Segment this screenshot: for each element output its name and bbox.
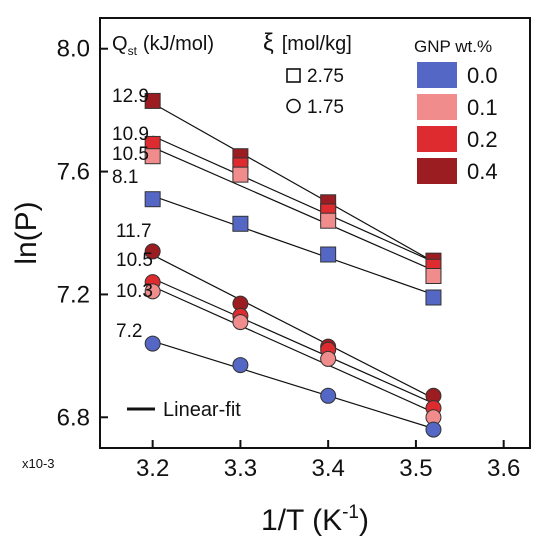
x-tick-label: 3.5 [399,455,432,482]
fit-line [152,285,434,413]
x-tick-label: 3.3 [224,455,257,482]
data-point-square [232,215,249,232]
fit-line [152,195,434,296]
data-point-circle [425,421,442,438]
data-point-square [320,212,337,229]
x-tick-label: 3.2 [136,455,169,482]
loading-legend-label-square: 2.75 [307,66,344,87]
gnp-legend: 0.0 0.1 0.2 0.4 [417,62,498,184]
data-point-square [144,191,161,208]
gnp-legend-swatch [417,158,457,184]
gnp-legend-label: 0.0 [467,63,498,88]
gnp-legend-label: 0.1 [467,95,498,120]
y-axis-title: ln(P) [10,201,43,264]
axis-ticks: 3.2 3.3 3.4 3.5 3.6 6.8 7.2 7.6 8.0 [57,36,521,482]
data-point-circle [144,335,161,352]
loading-legend-symbol: ξ [263,29,274,56]
x-axis-title-close: ) [359,504,369,537]
gnp-legend-label: 0.4 [467,159,498,184]
qst-header-unit: (kJ/mol) [143,33,214,55]
data-point-circle [144,243,161,260]
x-tick-label: 3.6 [487,455,520,482]
data-point-square [144,148,161,165]
qst-header-subscript: st [128,44,138,58]
y-tick-label: 7.6 [57,159,90,186]
loading-legend-label-circle: 1.75 [307,97,344,118]
data-point-square [320,246,337,263]
gnp-legend-title: GNP wt.% [414,37,492,56]
fit-line [152,135,434,263]
fit-lines [152,102,434,430]
qst-value-label: 10.3 [116,281,153,302]
loading-legend-square-marker [286,68,301,83]
qst-value-label: 7.2 [116,321,142,342]
gnp-legend-swatch [417,94,457,120]
qst-labels: 12.910.910.58.111.710.510.37.2 [112,86,153,342]
fit-line [152,102,434,263]
data-points [144,92,442,438]
loading-legend-title: ξ [mol/kg] [263,29,352,56]
x-axis-title: 1/T (K-1) [261,502,369,537]
qst-value-label: 10.5 [116,250,153,271]
qst-value-label: 10.5 [112,144,149,165]
fit-line [152,277,434,404]
y-tick-label: 7.2 [57,281,90,308]
data-point-circle [232,357,249,374]
fit-line [152,340,434,430]
data-point-circle [320,387,337,404]
gnp-legend-swatch [417,126,457,152]
x-axis-title-main: 1/T (K [261,504,342,537]
loading-legend-circle-marker [286,98,301,114]
gnp-legend-swatch [417,62,457,88]
data-point-circle [320,350,337,367]
data-point-square [425,268,442,284]
qst-header-symbol: Q [112,33,128,55]
x-tick-label: 3.4 [311,455,344,482]
data-point-circle [144,283,161,300]
loading-legend-unit: [mol/kg] [282,33,352,55]
linear-fit-legend-label: Linear-fit [163,399,241,421]
data-point-circle [232,314,249,331]
data-point-square [425,289,442,306]
x-axis-multiplier: x10-3 [22,456,55,471]
fit-line [152,254,434,399]
plot-area [99,17,531,449]
qst-value-label: 8.1 [112,167,138,188]
data-point-square [232,166,249,183]
data-point-square [144,92,161,109]
gnp-legend-label: 0.2 [467,127,498,152]
x-axis-title-exponent: -1 [342,502,359,523]
y-tick-label: 6.8 [57,404,90,431]
qst-value-label: 10.9 [112,124,149,145]
fit-line [152,146,434,271]
qst-header: Qst (kJ/mol) [112,33,214,58]
qst-value-label: 11.7 [116,221,152,242]
y-tick-label: 8.0 [57,36,90,63]
qst-value-label: 12.9 [112,86,149,107]
